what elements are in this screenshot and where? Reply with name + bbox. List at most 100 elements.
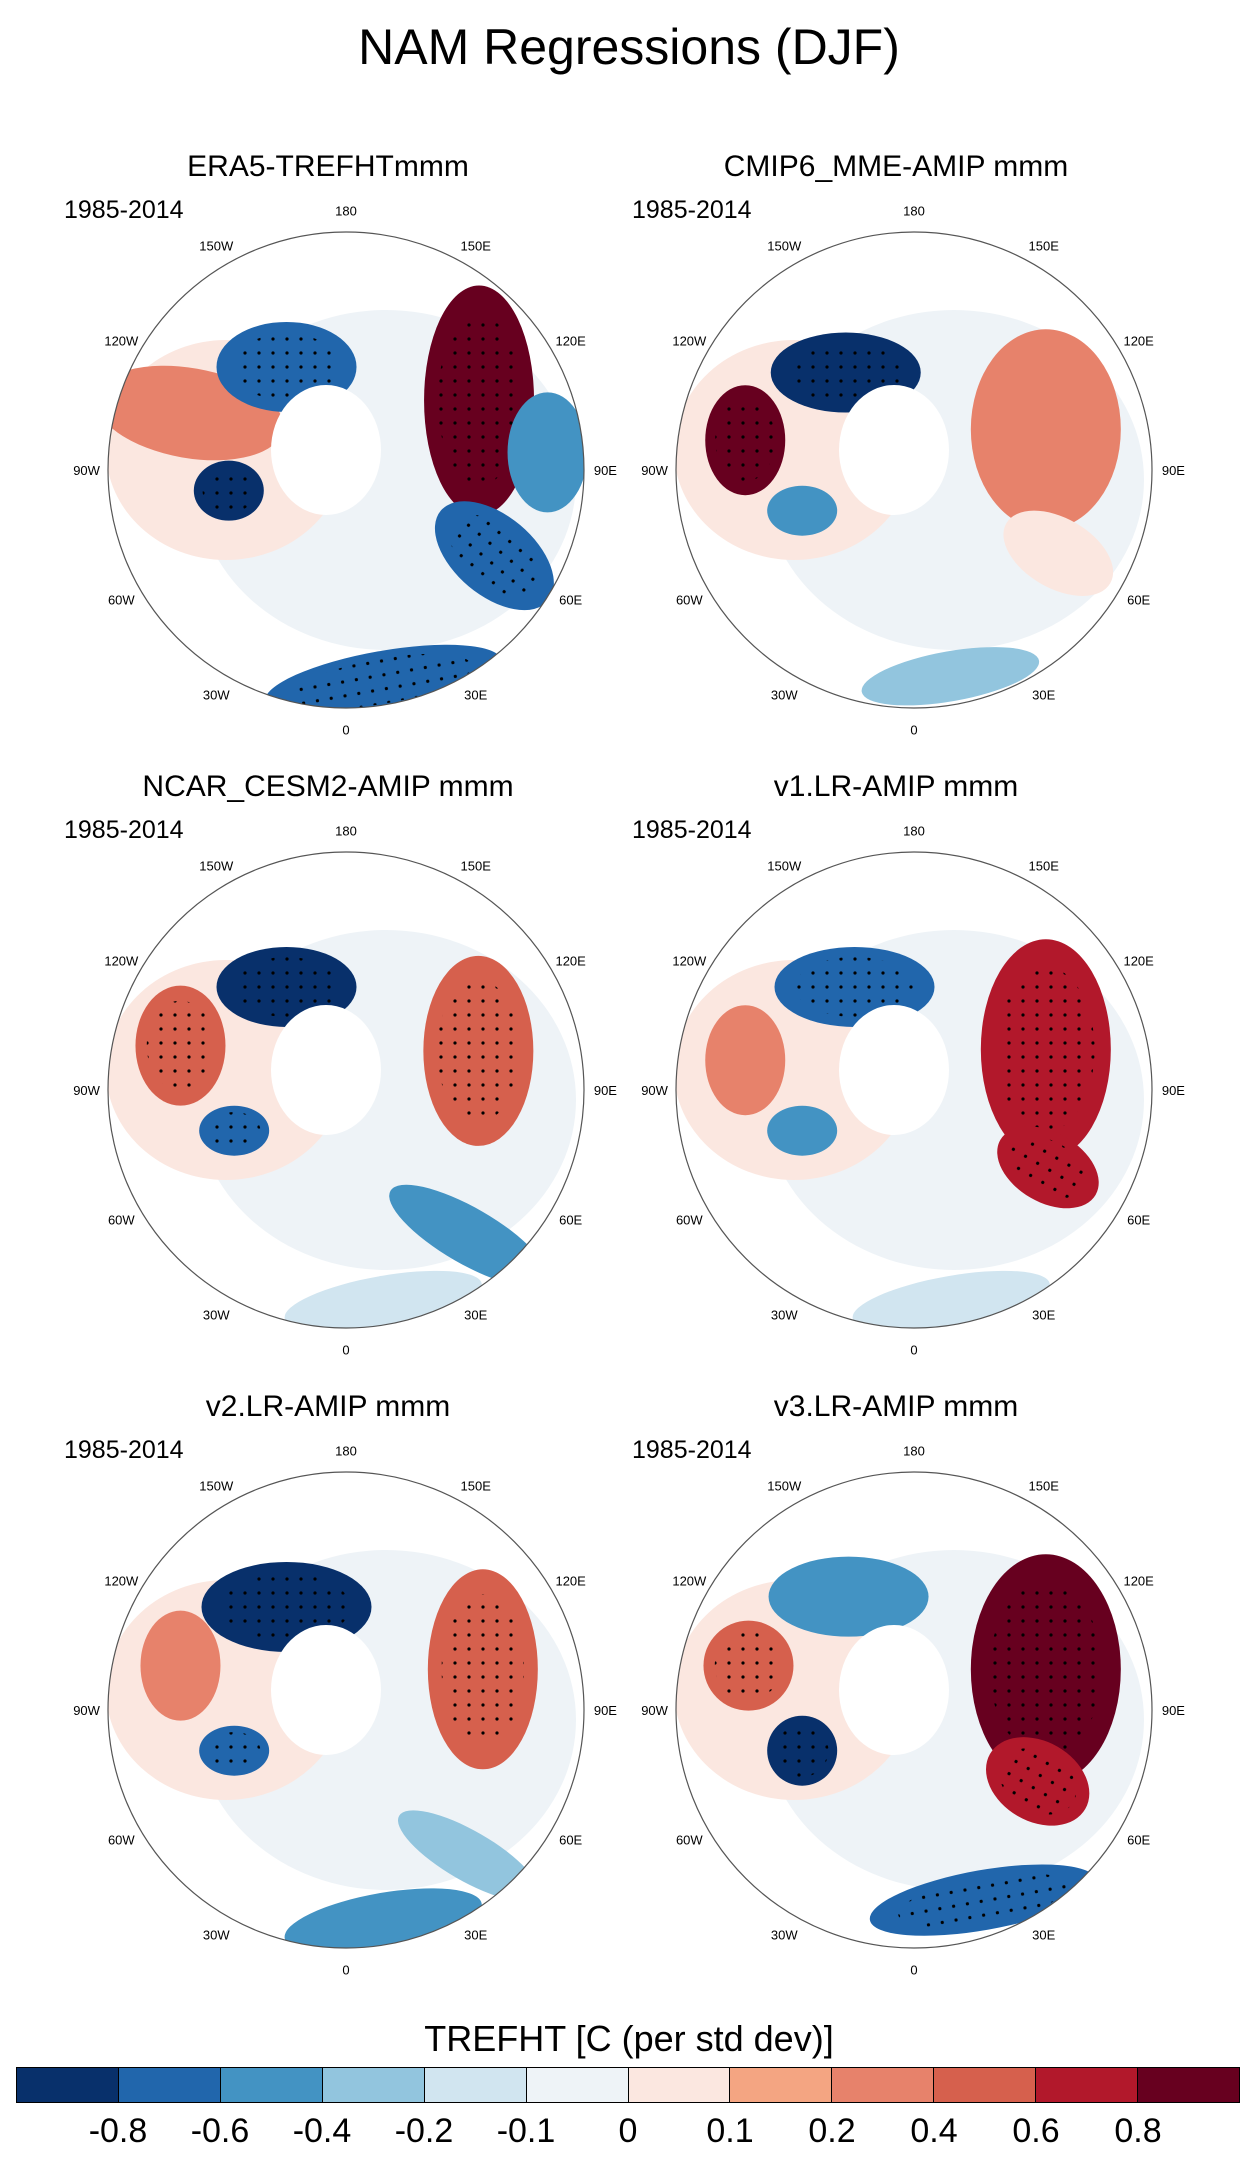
significance-stippling [207, 1111, 261, 1150]
longitude-label: 90W [73, 463, 100, 478]
longitude-label: 150E [1029, 238, 1060, 253]
longitude-label: 0 [910, 1342, 917, 1357]
map-boundary [675, 851, 1153, 1329]
colorbar-box [322, 2068, 425, 2102]
period-label: 1985-2014 [64, 816, 184, 844]
longitude-label: 30W [203, 688, 230, 703]
colorbar-box [730, 2068, 833, 2102]
longitude-label: 60E [1127, 1833, 1150, 1848]
longitude-label: 90W [641, 1083, 668, 1098]
anomaly-region [389, 1184, 548, 1287]
longitude-label: 60W [676, 1833, 703, 1848]
colorbar-labels: -0.8 -0.6 -0.4 -0.2 -0.1 0 0.1 0.2 0.4 0.6 0.8 [16, 2112, 1240, 2156]
longitude-label: 0 [342, 722, 349, 737]
map-panel-v2: v2.LR-AMIP mmm 1985-2014 180 150E 120E 90E 6… [28, 1390, 628, 1980]
longitude-label: 90E [1162, 1083, 1185, 1098]
significance-stippling [207, 1731, 261, 1770]
longitude-label: 150W [199, 858, 234, 873]
longitude-label: 60W [676, 1213, 703, 1228]
period-label: 1985-2014 [64, 1436, 184, 1464]
longitude-label: 120E [1123, 333, 1154, 348]
anomaly-region [140, 1610, 221, 1721]
longitude-label: 60E [559, 1213, 582, 1228]
significance-stippling [789, 342, 902, 403]
colorbar-box [832, 2068, 935, 2102]
map-panel-cmip6: CMIP6_MME-AMIP mmm 1985-2014 180 150E 120E… [596, 150, 1196, 740]
colorbar-tick-label: 0.1 [706, 2112, 754, 2150]
longitude-label: 90W [641, 463, 668, 478]
field-layer [676, 232, 1152, 708]
polar-map: 180 150E 120E 90E 60E 30E 0 30W 60W 90W 120W 150W [641, 824, 1185, 1358]
longitude-label: 180 [335, 1444, 357, 1459]
anomaly-region [284, 1270, 482, 1328]
longitude-label: 60E [1127, 1213, 1150, 1228]
significance-stippling [294, 653, 472, 708]
anomaly-region [768, 1556, 929, 1637]
colorbar-box [1138, 2068, 1240, 2102]
colorbar-title: TREFHT [C (per std dev)] [424, 2018, 834, 2059]
longitude-label: 90W [73, 1703, 100, 1718]
anomaly-region [507, 392, 584, 513]
colorbar-tick-label: 0.2 [808, 2112, 856, 2150]
longitude-label: 30W [203, 1308, 230, 1323]
longitude-label: 60W [676, 593, 703, 608]
colorbar-tick-label: 0.4 [910, 2112, 958, 2150]
arctic-ocean [271, 1005, 381, 1135]
field-layer [108, 232, 584, 708]
colorbar-tick-label: 0.8 [1114, 2112, 1162, 2150]
anomaly-region [861, 647, 1040, 706]
significance-stippling [997, 966, 1095, 1132]
panel-title: v2.LR-AMIP mmm [205, 1390, 451, 1423]
longitude-label: 150W [767, 858, 802, 873]
longitude-label: 120W [104, 1573, 139, 1588]
significance-stippling [449, 514, 540, 597]
significance-stippling [437, 979, 520, 1123]
period-label: 1985-2014 [64, 196, 184, 224]
longitude-label: 30E [1032, 1928, 1055, 1943]
anomaly-region [397, 1810, 539, 1902]
panel-title: v1.LR-AMIP mmm [773, 770, 1019, 803]
significance-stippling [222, 1573, 351, 1641]
longitude-label: 30E [1032, 1308, 1055, 1323]
longitude-label: 60W [108, 1213, 135, 1228]
significance-stippling [1009, 1136, 1087, 1199]
longitude-label: 0 [910, 1962, 917, 1977]
longitude-label: 30E [464, 1308, 487, 1323]
arctic-ocean [271, 385, 381, 515]
map-panel-v3: v3.LR-AMIP mmm 1985-2014 180 150E 120E 90E 6… [596, 1390, 1196, 1980]
longitude-label: 30W [771, 1308, 798, 1323]
longitude-label: 120E [555, 333, 586, 348]
period-label: 1985-2014 [632, 816, 752, 844]
longitude-label: 120W [104, 953, 139, 968]
longitude-label: 120E [1123, 953, 1154, 968]
longitude-label: 180 [903, 204, 925, 219]
longitude-label: 120E [555, 1573, 586, 1588]
longitude-label: 30W [771, 1928, 798, 1943]
anomaly-region [767, 1105, 838, 1156]
significance-stippling [775, 1724, 829, 1777]
significance-stippling [202, 468, 256, 514]
longitude-label: 120E [1123, 1573, 1154, 1588]
longitude-label: 90E [594, 463, 617, 478]
longitude-label: 180 [335, 824, 357, 839]
field-layer [108, 852, 584, 1328]
arctic-ocean [839, 385, 949, 515]
map-panel-era5: ERA5-TREFHTmmm 1985-2014 180 150E 120E 90E 6… [28, 150, 628, 740]
longitude-label: 60E [559, 1833, 582, 1848]
longitude-label: 90W [641, 1703, 668, 1718]
longitude-label: 150E [461, 1478, 492, 1493]
longitude-label: 30E [464, 688, 487, 703]
map-panel-cesm2: NCAR_CESM2-AMIP mmm 1985-2014 180 150E 120… [28, 770, 628, 1360]
significance-stippling [989, 1583, 1103, 1756]
arctic-ocean [271, 1625, 381, 1755]
colorbar-tick-label: -0.2 [394, 2112, 454, 2150]
period-label: 1985-2014 [632, 196, 752, 224]
main-title: NAM Regressions (DJF) [358, 19, 900, 75]
colorbar-box [526, 2068, 629, 2102]
polar-map: 180 150E 120E 90E 60E 30E 0 30W 60W 90W 120W 150W [73, 204, 617, 738]
anomaly-region [1003, 510, 1114, 596]
period-label: 1985-2014 [632, 1436, 752, 1464]
colorbar-box [118, 2068, 221, 2102]
colorbar-tick-label: -0.4 [292, 2112, 352, 2150]
longitude-label: 90E [1162, 1703, 1185, 1718]
